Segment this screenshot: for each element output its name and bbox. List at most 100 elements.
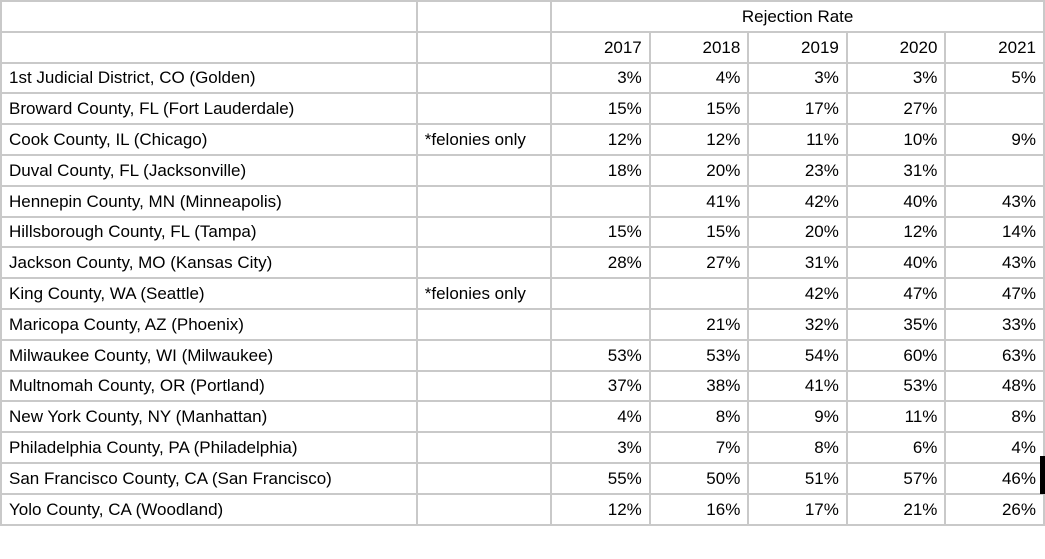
jurisdiction-cell: Milwaukee County, WI (Milwaukee) xyxy=(0,338,418,372)
rate-cell: 48% xyxy=(944,369,1045,403)
rate-cell: 55% xyxy=(550,461,651,495)
rate-cell: 7% xyxy=(648,431,750,464)
rate-cell: 41% xyxy=(648,184,750,218)
table-row: San Francisco County, CA (San Francisco)… xyxy=(0,461,1045,495)
jurisdiction-cell: Duval County, FL (Jacksonville) xyxy=(0,153,418,187)
year-header-2019: 2019 xyxy=(747,30,848,64)
rate-cell: 53% xyxy=(648,338,750,372)
rate-cell: 21% xyxy=(845,492,947,526)
note-cell xyxy=(415,215,553,249)
rate-cell: 4% xyxy=(944,431,1045,464)
rate-cell: 33% xyxy=(944,307,1045,341)
rate-cell: 27% xyxy=(845,92,947,126)
rate-cell: 20% xyxy=(747,215,848,249)
rate-cell: 4% xyxy=(550,400,651,434)
year-header-2021: 2021 xyxy=(944,30,1045,64)
note-cell xyxy=(415,153,553,187)
rate-cell: 20% xyxy=(648,153,750,187)
table-row: Maricopa County, AZ (Phoenix) 21% 32% 35% 33… xyxy=(0,307,1045,341)
empty-cell xyxy=(0,30,418,64)
rate-cell: 27% xyxy=(648,246,750,280)
table-row: Yolo County, CA (Woodland) 12% 16% 17% 21% 26… xyxy=(0,492,1045,526)
table-row: Milwaukee County, WI (Milwaukee) 53% 53% 54… xyxy=(0,338,1045,372)
rate-cell: 63% xyxy=(944,338,1045,372)
jurisdiction-cell: New York County, NY (Manhattan) xyxy=(0,400,418,434)
rate-cell: 54% xyxy=(747,338,848,372)
note-cell xyxy=(415,461,553,495)
rate-cell: 43% xyxy=(944,184,1045,218)
rate-cell: 3% xyxy=(550,61,651,95)
table-row: Hillsborough County, FL (Tampa) 15% 15% 20%… xyxy=(0,215,1045,249)
rate-cell: 51% xyxy=(747,461,848,495)
note-cell xyxy=(415,61,553,95)
rate-cell: 14% xyxy=(944,215,1045,249)
rate-cell: 50% xyxy=(648,461,750,495)
rate-cell: 43% xyxy=(944,246,1045,280)
note-cell xyxy=(415,246,553,280)
rate-cell xyxy=(944,153,1045,187)
empty-cell xyxy=(415,0,553,33)
table-row: Philadelphia County, PA (Philadelphia) 3%… xyxy=(0,431,1045,464)
rate-cell: 53% xyxy=(550,338,651,372)
rate-cell: 46% xyxy=(944,461,1045,495)
rate-cell: 31% xyxy=(747,246,848,280)
jurisdiction-cell: Philadelphia County, PA (Philadelphia) xyxy=(0,431,418,464)
empty-cell xyxy=(0,0,418,33)
rate-cell: 9% xyxy=(747,400,848,434)
rate-cell: 8% xyxy=(648,400,750,434)
jurisdiction-cell: Maricopa County, AZ (Phoenix) xyxy=(0,307,418,341)
rate-cell: 31% xyxy=(845,153,947,187)
rate-cell xyxy=(550,277,651,310)
table-row: Jackson County, MO (Kansas City) 28% 27% 31… xyxy=(0,246,1045,280)
year-header-2017: 2017 xyxy=(550,30,651,64)
jurisdiction-cell: Broward County, FL (Fort Lauderdale) xyxy=(0,92,418,126)
note-cell xyxy=(415,369,553,403)
rate-cell: 17% xyxy=(747,492,848,526)
rate-cell: 12% xyxy=(648,123,750,156)
jurisdiction-cell: Yolo County, CA (Woodland) xyxy=(0,492,418,526)
rate-cell: 60% xyxy=(845,338,947,372)
rate-cell: 32% xyxy=(747,307,848,341)
rate-cell: 8% xyxy=(944,400,1045,434)
table-title-row: Rejection Rate xyxy=(0,0,1045,33)
rate-cell xyxy=(550,184,651,218)
rate-cell: 4% xyxy=(648,61,750,95)
table-row: New York County, NY (Manhattan) 4% 8% 9% 11%… xyxy=(0,400,1045,434)
rate-cell: 15% xyxy=(648,92,750,126)
rate-cell: 16% xyxy=(648,492,750,526)
table-row: Broward County, FL (Fort Lauderdale) 15% 1… xyxy=(0,92,1045,126)
table-body: 1st Judicial District, CO (Golden) 3% 4% 3%… xyxy=(0,61,1045,526)
jurisdiction-cell: Multnomah County, OR (Portland) xyxy=(0,369,418,403)
rate-cell: 6% xyxy=(845,431,947,464)
rate-cell: 18% xyxy=(550,153,651,187)
rate-cell: 5% xyxy=(944,61,1045,95)
rate-cell: 47% xyxy=(845,277,947,310)
empty-cell xyxy=(415,30,553,64)
rate-cell: 53% xyxy=(845,369,947,403)
note-cell xyxy=(415,400,553,434)
jurisdiction-cell: Jackson County, MO (Kansas City) xyxy=(0,246,418,280)
rate-cell: 12% xyxy=(550,123,651,156)
rejection-rate-table: Rejection Rate 2017 2018 2019 2020 2021 … xyxy=(0,0,1045,526)
rate-cell: 15% xyxy=(550,92,651,126)
note-cell xyxy=(415,307,553,341)
rate-cell: 21% xyxy=(648,307,750,341)
rate-cell: 12% xyxy=(845,215,947,249)
rate-cell: 3% xyxy=(550,431,651,464)
rate-cell: 57% xyxy=(845,461,947,495)
table-row: King County, WA (Seattle) *felonies only 4… xyxy=(0,277,1045,310)
rate-cell: 11% xyxy=(747,123,848,156)
rate-cell: 15% xyxy=(550,215,651,249)
year-header-2018: 2018 xyxy=(648,30,750,64)
note-cell xyxy=(415,431,553,464)
rate-cell: 9% xyxy=(944,123,1045,156)
rate-cell: 28% xyxy=(550,246,651,280)
rate-cell: 11% xyxy=(845,400,947,434)
rate-cell: 41% xyxy=(747,369,848,403)
year-header-2020: 2020 xyxy=(845,30,947,64)
jurisdiction-cell: 1st Judicial District, CO (Golden) xyxy=(0,61,418,95)
rate-cell xyxy=(648,277,750,310)
note-cell xyxy=(415,184,553,218)
rate-cell: 40% xyxy=(845,246,947,280)
